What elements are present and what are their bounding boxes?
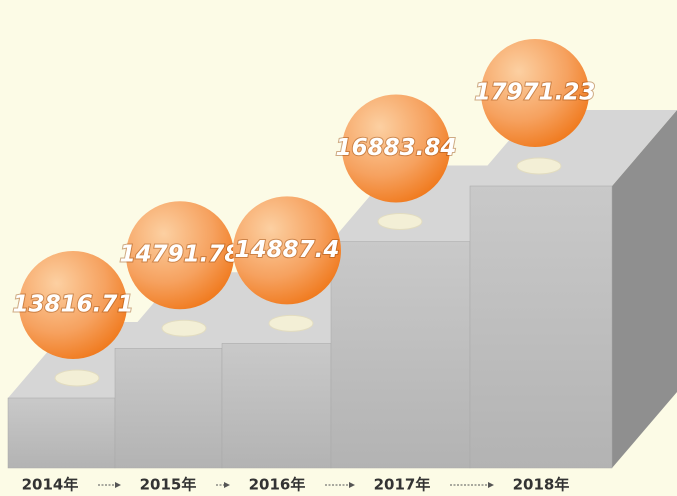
ball-shadow xyxy=(378,213,422,229)
x-tick-label: 2018年 xyxy=(513,476,570,494)
step-front xyxy=(8,398,115,468)
step-front xyxy=(470,186,612,468)
ball-shadow xyxy=(269,315,313,331)
value-label: 14887.4 xyxy=(235,237,340,263)
x-tick-label: 2017年 xyxy=(374,476,431,494)
value-label: 17971.23 xyxy=(475,80,596,106)
value-label: 16883.84 xyxy=(336,135,457,161)
ball-shadow xyxy=(162,320,206,336)
step-front xyxy=(115,348,222,468)
ball-shadow xyxy=(517,158,561,174)
chart: 13816.71 14791.7814887.4 16883.84 17971.23 2… xyxy=(0,0,677,496)
x-tick-label: 2014年 xyxy=(22,476,79,494)
step-front xyxy=(331,241,470,468)
step-front xyxy=(222,343,331,468)
value-label: 14791.78 xyxy=(120,242,241,268)
step xyxy=(470,110,677,468)
x-tick-label: 2016年 xyxy=(249,476,306,494)
ball-shadow xyxy=(55,370,99,386)
value-label: 13816.71 xyxy=(13,292,134,318)
x-tick-label: 2015年 xyxy=(140,476,197,494)
